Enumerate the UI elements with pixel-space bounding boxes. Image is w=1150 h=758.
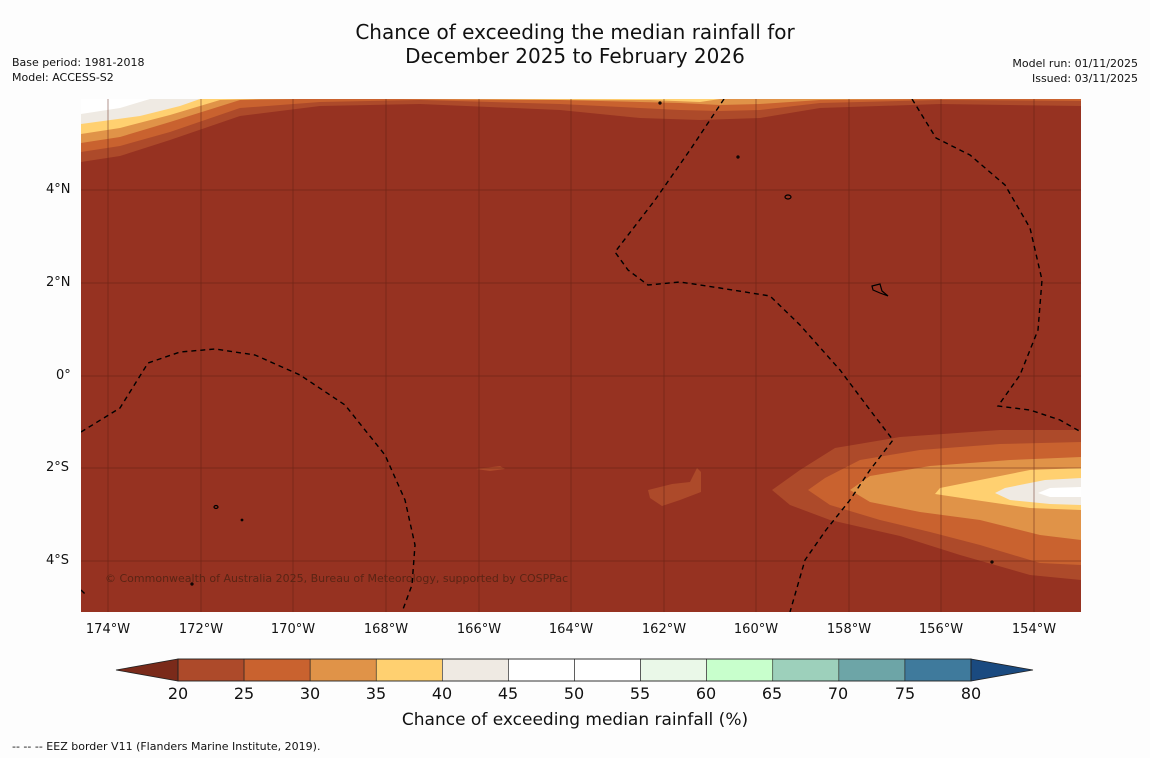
lat-label: 4°N	[46, 182, 71, 197]
island-a	[784, 194, 792, 200]
eez-border-north	[614, 99, 894, 612]
colorbar-tick-label: 50	[563, 684, 585, 703]
island-d	[736, 155, 740, 159]
colorbar-tick-label: 20	[167, 684, 189, 703]
lon-label: 168°W	[363, 622, 409, 637]
colorbar-tick-label: 80	[960, 684, 982, 703]
colorbar-tick-label: 40	[431, 684, 453, 703]
colorbar-swatch	[375, 658, 443, 682]
eez-border-east	[911, 99, 1081, 433]
lon-label: 166°W	[456, 622, 502, 637]
colorbar-tick-label: 45	[497, 684, 519, 703]
colorbar-title: Chance of exceeding median rainfall (%)	[401, 710, 749, 730]
colorbar-swatch	[904, 658, 972, 682]
colorbar-tick-label: 60	[695, 684, 717, 703]
lon-label: 170°W	[270, 622, 316, 637]
lat-label: 0°	[56, 368, 71, 383]
meta-left: Base period: 1981-2018 Model: ACCESS-S2	[12, 55, 144, 85]
lat-label: 4°S	[46, 553, 70, 568]
island-e	[658, 101, 662, 105]
colorbar-tick-label: 25	[233, 684, 255, 703]
island-g	[990, 560, 994, 564]
copyright-credit: © Commonwealth of Australia 2025, Bureau…	[105, 572, 569, 585]
islands	[190, 101, 994, 586]
island-h	[190, 582, 194, 586]
colorbar-tick-label: 30	[299, 684, 321, 703]
issued-date: Issued: 03/11/2025	[1031, 72, 1138, 85]
north-band-45-50	[81, 99, 150, 114]
colorbar-swatch	[177, 658, 245, 682]
colorbar-swatch	[706, 658, 774, 682]
colorbar-low-arrow	[115, 658, 179, 682]
base-period: Base period: 1981-2018	[12, 56, 145, 69]
se-band-40-45	[995, 478, 1081, 505]
colorbar-swatch	[640, 658, 707, 682]
lon-label: 174°W	[85, 622, 131, 637]
map-title-line2: December 2025 to February 2026	[405, 44, 745, 68]
lon-label: 158°W	[826, 622, 872, 637]
lon-label: 172°W	[178, 622, 224, 637]
colorbar-swatch	[838, 658, 906, 682]
graticule	[81, 99, 1081, 612]
colorbar-swatch	[772, 658, 840, 682]
colorbar-swatch	[574, 658, 641, 682]
colorbar-swatches	[177, 658, 972, 682]
colorbar-tick-label: 35	[365, 684, 387, 703]
colorbar-tick-label: 55	[629, 684, 651, 703]
lon-label: 156°W	[918, 622, 964, 637]
colorbar-high-arrow	[970, 658, 1034, 682]
colorbar-swatch	[442, 658, 509, 682]
patch-small	[476, 466, 505, 471]
lat-label: 2°N	[46, 275, 71, 290]
eez-legend: -- -- -- EEZ border V11 (Flanders Marine…	[12, 740, 321, 753]
lon-label: 154°W	[1011, 622, 1057, 637]
meta-right: Model run: 01/11/2025 Issued: 03/11/2025	[1012, 56, 1138, 86]
model-name: Model: ACCESS-S2	[12, 71, 114, 84]
eez-borders	[81, 99, 1081, 612]
island-f	[240, 518, 244, 522]
colorbar-swatch	[309, 658, 377, 682]
map-title-line1: Chance of exceeding the median rainfall …	[355, 20, 795, 44]
map-field	[81, 99, 1081, 612]
colorbar-swatch	[508, 658, 575, 682]
colorbar-tick-label: 65	[761, 684, 783, 703]
lat-label: 2°S	[46, 460, 70, 475]
se-band-45-50	[1038, 487, 1081, 497]
model-run: Model run: 01/11/2025	[1012, 57, 1138, 70]
colorbar-swatch	[243, 658, 311, 682]
patch-mid	[648, 468, 701, 506]
lon-label: 160°W	[733, 622, 779, 637]
lon-label: 164°W	[548, 622, 594, 637]
island-c	[213, 504, 219, 510]
island-b	[871, 283, 889, 297]
eez-border-edge	[81, 589, 87, 596]
colorbar-frame	[177, 658, 972, 682]
colorbar-tick-label: 75	[894, 684, 916, 703]
colorbar-tick-label: 70	[827, 684, 849, 703]
lon-label: 162°W	[641, 622, 687, 637]
eez-border-west	[81, 348, 416, 612]
